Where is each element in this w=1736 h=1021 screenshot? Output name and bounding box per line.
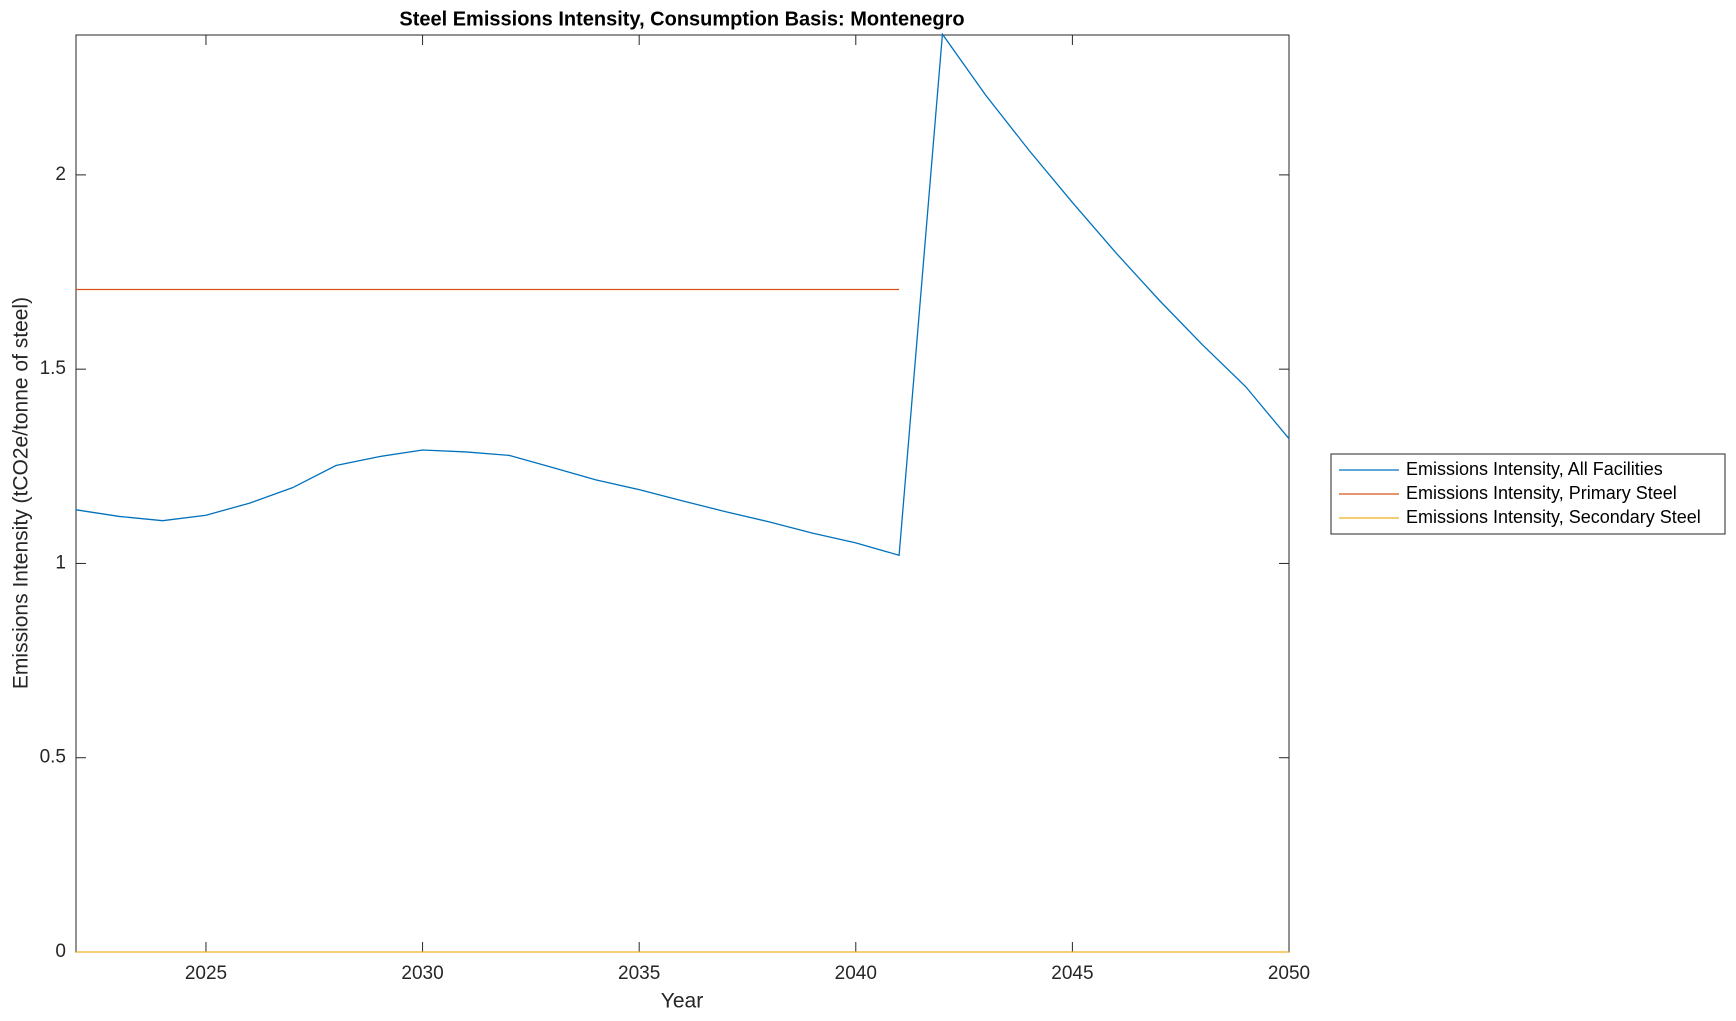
- legend-label: Emissions Intensity, All Facilities: [1406, 459, 1663, 479]
- legend-label: Emissions Intensity, Primary Steel: [1406, 483, 1677, 503]
- x-tick-label: 2035: [618, 963, 660, 984]
- legend-label: Emissions Intensity, Secondary Steel: [1406, 507, 1701, 527]
- y-tick-label: 1: [55, 552, 66, 573]
- y-tick-label: 2: [55, 164, 66, 185]
- y-tick-label: 0.5: [40, 747, 66, 768]
- x-tick-label: 2050: [1268, 963, 1310, 984]
- y-axis-label: Emissions Intensity (tCO2e/tonne of stee…: [10, 297, 33, 689]
- x-tick-label: 2025: [185, 963, 227, 984]
- x-tick-label: 2045: [1051, 963, 1093, 984]
- chart-title: Steel Emissions Intensity, Consumption B…: [399, 8, 964, 30]
- y-tick-label: 0: [55, 941, 66, 962]
- x-tick-label: 2040: [835, 963, 877, 984]
- y-tick-label: 1.5: [40, 358, 66, 379]
- x-axis-label: Year: [661, 990, 703, 1013]
- x-tick-label: 2030: [401, 963, 443, 984]
- series-line: [75, 32, 1290, 557]
